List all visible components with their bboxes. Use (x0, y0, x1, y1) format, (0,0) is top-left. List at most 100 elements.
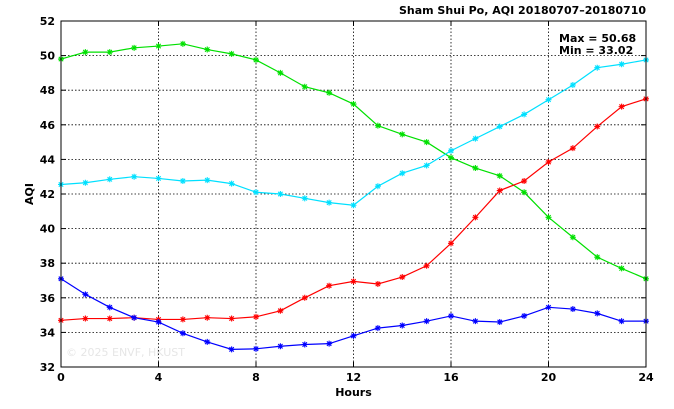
data-point (82, 315, 89, 322)
data-point (179, 178, 186, 185)
data-point (277, 343, 284, 350)
x-tick-label: 8 (252, 371, 260, 384)
data-point (448, 312, 454, 319)
data-point (374, 280, 381, 287)
data-point (496, 123, 503, 130)
grid-lines (61, 21, 646, 367)
data-point (545, 304, 552, 311)
data-point (106, 49, 113, 56)
data-point (204, 177, 211, 184)
x-axis-title: Hours (335, 386, 372, 399)
data-point (374, 122, 381, 129)
data-point (545, 214, 552, 221)
data-point (204, 314, 211, 321)
data-point (155, 43, 162, 50)
data-point (350, 278, 357, 285)
data-point (106, 315, 113, 322)
data-point (326, 340, 333, 347)
data-point (448, 147, 454, 154)
data-point (423, 139, 430, 146)
data-point (545, 96, 552, 103)
data-point (253, 56, 259, 63)
data-point (618, 103, 625, 110)
data-point (423, 262, 430, 269)
data-point (326, 199, 333, 206)
data-point (179, 40, 186, 47)
x-tick-label: 12 (346, 371, 361, 384)
data-point (399, 274, 406, 281)
data-point (374, 183, 381, 190)
data-point (569, 306, 576, 313)
data-point (82, 291, 89, 298)
data-point (277, 191, 284, 197)
x-tick-label: 0 (57, 371, 65, 384)
data-point (350, 332, 357, 339)
data-point (301, 195, 308, 202)
y-tick-label: 52 (40, 15, 55, 28)
data-point (228, 346, 235, 353)
data-point (448, 154, 454, 161)
data-point (82, 179, 89, 186)
data-point (350, 202, 357, 209)
data-point (228, 180, 235, 187)
data-point (472, 165, 479, 172)
data-point (155, 175, 162, 182)
data-point (545, 158, 552, 165)
y-tick-label: 38 (40, 257, 55, 270)
data-point (521, 189, 528, 196)
data-point (277, 307, 284, 314)
max-value-label: Max = 50.68 (559, 32, 636, 45)
data-point (618, 61, 625, 68)
data-point (277, 69, 284, 76)
data-point (179, 330, 186, 337)
data-point (253, 189, 259, 196)
data-point (131, 314, 138, 321)
data-point (569, 145, 576, 152)
data-point (131, 44, 138, 51)
series-layer (58, 40, 649, 353)
data-point (155, 319, 162, 326)
data-point (301, 294, 308, 301)
chart-title: Sham Shui Po, AQI 20180707–20180710 (399, 4, 646, 17)
data-point (496, 319, 503, 326)
data-point (179, 316, 186, 323)
y-tick-label: 42 (40, 188, 55, 201)
min-value-label: Min = 33.02 (559, 44, 633, 57)
data-point (521, 178, 528, 185)
data-point (569, 82, 576, 89)
data-point (594, 254, 601, 261)
data-point (301, 83, 308, 90)
y-tick-label: 32 (40, 361, 55, 374)
data-point (301, 341, 308, 348)
data-point (423, 318, 430, 325)
data-point (399, 322, 406, 329)
data-point (253, 313, 259, 320)
data-point (472, 214, 479, 221)
series-0 (58, 40, 649, 282)
data-point (594, 310, 601, 317)
data-point (106, 304, 113, 311)
data-point (228, 315, 235, 322)
data-point (618, 265, 625, 272)
data-point (496, 187, 503, 194)
data-point (472, 135, 479, 142)
data-point (374, 325, 381, 332)
data-point (326, 282, 333, 289)
data-point (423, 162, 430, 169)
watermark: © 2025 ENVF, HKUST (66, 346, 185, 359)
x-tick-label: 16 (443, 371, 459, 384)
data-point (496, 172, 503, 179)
data-point (350, 101, 357, 108)
data-point (521, 111, 528, 118)
data-point (448, 240, 454, 247)
y-tick-label: 36 (40, 292, 56, 305)
x-tick-label: 20 (541, 371, 557, 384)
data-point (82, 49, 89, 56)
data-point (326, 89, 333, 96)
data-point (204, 338, 211, 345)
y-tick-label: 44 (40, 153, 56, 166)
y-tick-label: 50 (40, 50, 56, 63)
data-point (618, 318, 625, 325)
